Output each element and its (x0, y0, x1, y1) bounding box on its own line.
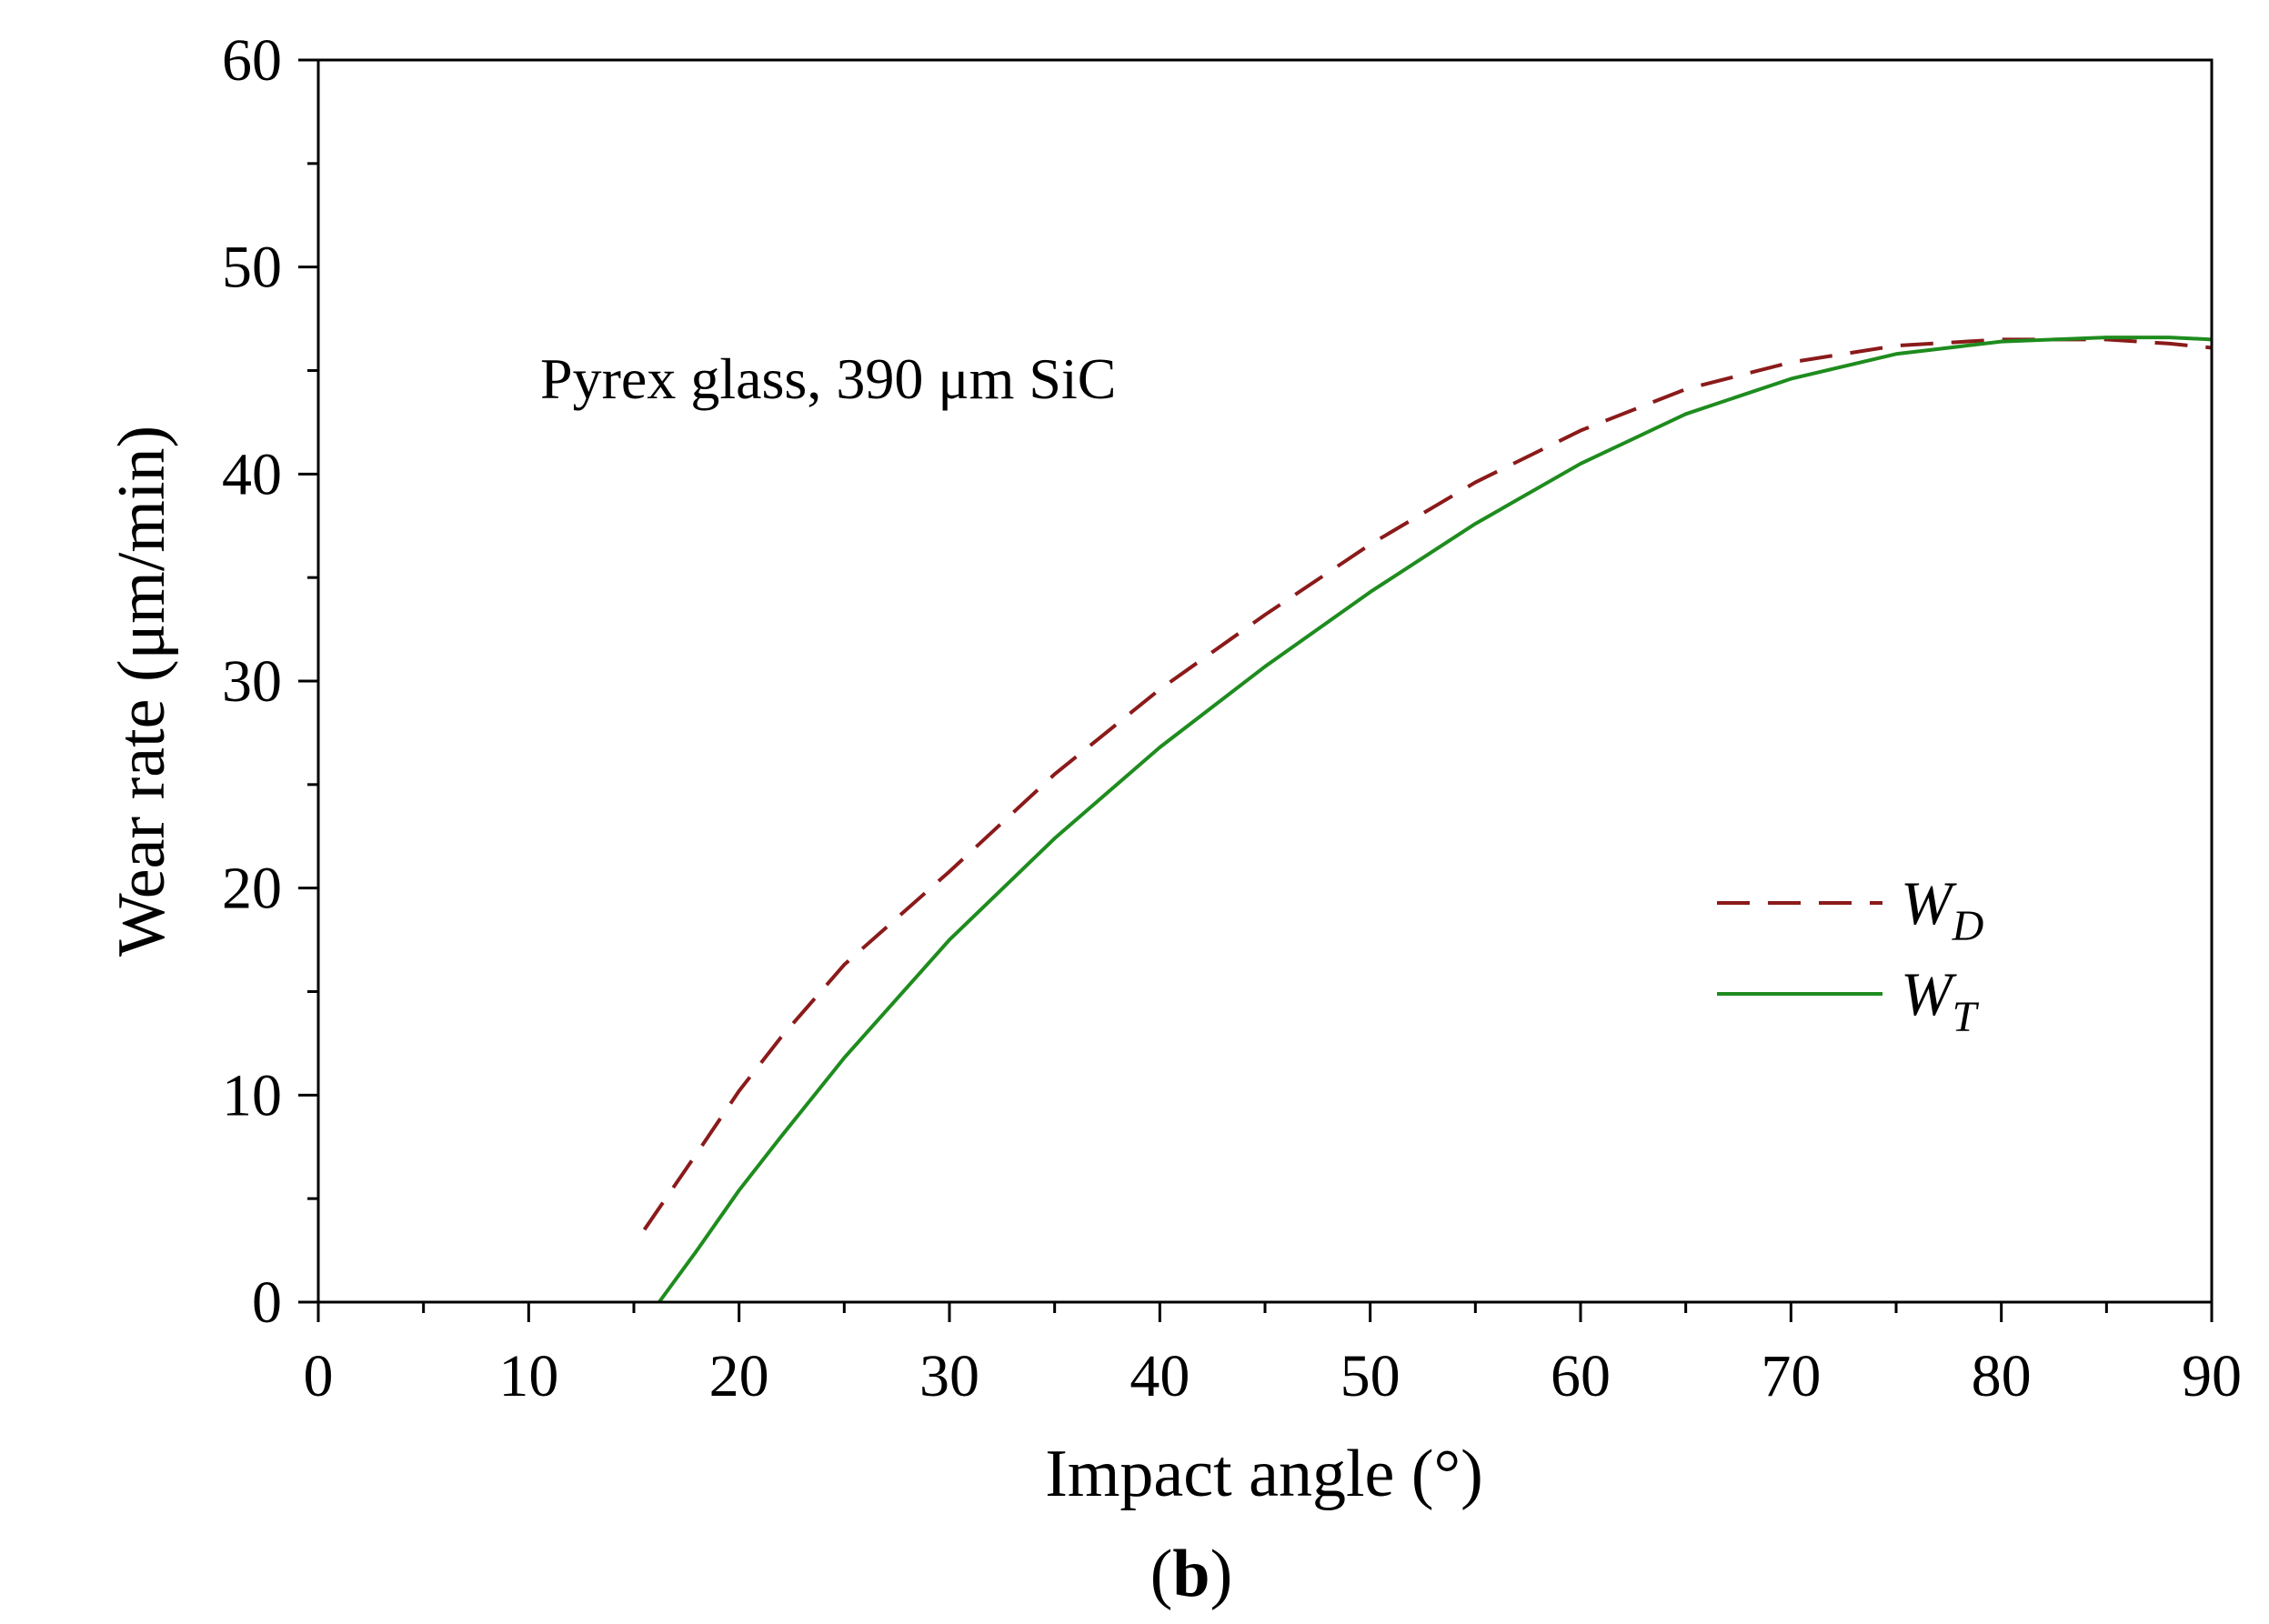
y-tick-label: 20 (222, 856, 282, 922)
x-tick-label: 50 (1340, 1343, 1401, 1409)
panel-label: (b) (1150, 1537, 1232, 1611)
panel-label-letter: b (1172, 1537, 1210, 1611)
x-tick-label: 60 (1551, 1343, 1611, 1409)
x-tick-label: 20 (709, 1343, 769, 1409)
y-tick-label: 60 (222, 27, 282, 94)
y-tick-label: 50 (222, 235, 282, 301)
axis-ticks: 0 10 20 30 40 50 60 70 80 90 0 10 20 30 40 50 60 (222, 27, 2242, 1409)
y-tick-label: 0 (252, 1269, 282, 1336)
legend-label: WT (1901, 959, 1980, 1041)
legend: WD WT (1717, 868, 1983, 1041)
chart-annotation: Pyrex glass, 390 μm SiC (540, 346, 1116, 411)
series-layer (642, 336, 2213, 1304)
x-tick-label: 70 (1761, 1343, 1821, 1409)
x-tick-label: 80 (1972, 1343, 2032, 1409)
plot-frame (316, 58, 2214, 1304)
x-tick-label: 90 (2182, 1343, 2242, 1409)
x-tick-label: 0 (304, 1343, 334, 1409)
legend-label: WD (1901, 868, 1983, 950)
y-axis-label: Wear rate (μm/min) (105, 426, 179, 957)
y-tick-label: 30 (222, 648, 282, 715)
x-tick-label: 30 (919, 1343, 979, 1409)
y-tick-label: 10 (222, 1062, 282, 1128)
x-tick-label: 40 (1129, 1343, 1190, 1409)
x-tick-label: 10 (498, 1343, 558, 1409)
x-axis-label: Impact angle (°) (1045, 1437, 1483, 1511)
series-line-w-d (642, 337, 2213, 1231)
series-line-w-t (658, 336, 2213, 1304)
y-tick-label: 40 (222, 441, 282, 507)
